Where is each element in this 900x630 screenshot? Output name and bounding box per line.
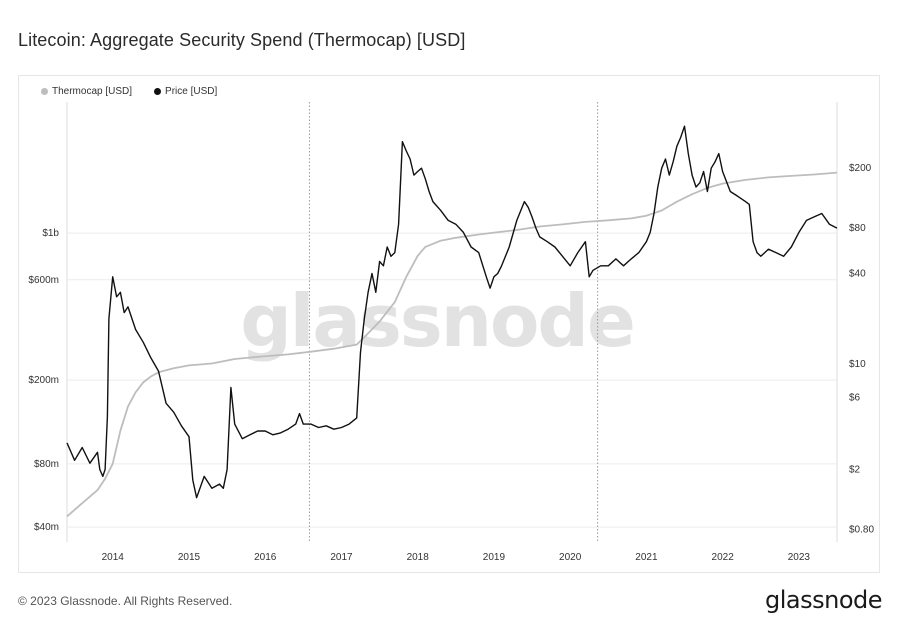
legend-label-thermocap: Thermocap [USD] [52,86,133,97]
x-tick-label: 2017 [330,552,353,563]
right-tick-label: $10 [849,359,866,370]
legend-item-thermocap[interactable]: Thermocap [USD] [41,86,132,97]
x-tick-label: 2019 [483,552,506,563]
left-tick-label: $40m [34,522,59,533]
right-tick-label: $200 [849,163,872,174]
left-tick-label: $200m [28,375,59,386]
x-tick-label: 2023 [788,552,811,563]
x-tick-label: 2015 [178,552,201,563]
chart-plot: glassnode $40m$80m$200m$600m$1b $0.80$2$… [28,102,874,563]
copyright-text: © 2023 Glassnode. All Rights Reserved. [18,594,233,608]
right-axis-ticks: $0.80 $2 $6 $10 $40 $80 $200 [849,163,874,535]
x-tick-label: 2016 [254,552,277,563]
left-tick-label: $1b [42,228,59,239]
legend: Thermocap [USD] Price [USD] [41,86,217,97]
right-tick-label: $40 [849,268,866,279]
chart-container: Thermocap [USD] Price [USD] glassnode $4… [18,75,880,573]
x-tick-label: 2021 [635,552,658,563]
legend-dot-icon [41,88,48,95]
left-tick-label: $600m [28,275,59,286]
right-tick-label: $6 [849,393,861,404]
series-layer [66,125,838,518]
legend-item-price[interactable]: Price [USD] [154,86,217,97]
chart-title: Litecoin: Aggregate Security Spend (Ther… [18,30,466,50]
right-tick-label: $80 [849,223,866,234]
x-axis-ticks: 2014 2015 2016 2017 2018 2019 2020 2021 2022 2023 [102,552,811,563]
right-tick-label: $0.80 [849,524,874,535]
legend-dot-icon [154,88,162,95]
glassnode-logo[interactable]: glassnode [764,586,883,614]
grid-lines [66,102,838,542]
left-axis-ticks: $40m $80m $200m $600m $1b [28,228,59,533]
x-tick-label: 2022 [712,552,735,563]
watermark-text: glassnode [240,279,634,363]
legend-label-price: Price [USD] [165,86,218,97]
right-tick-label: $2 [849,464,861,475]
x-tick-label: 2014 [102,552,125,563]
x-tick-label: 2018 [407,552,430,563]
left-tick-label: $80m [34,459,59,470]
x-tick-label: 2020 [559,552,582,563]
thermocap-series-line [66,171,838,518]
price-series-line [66,125,838,499]
